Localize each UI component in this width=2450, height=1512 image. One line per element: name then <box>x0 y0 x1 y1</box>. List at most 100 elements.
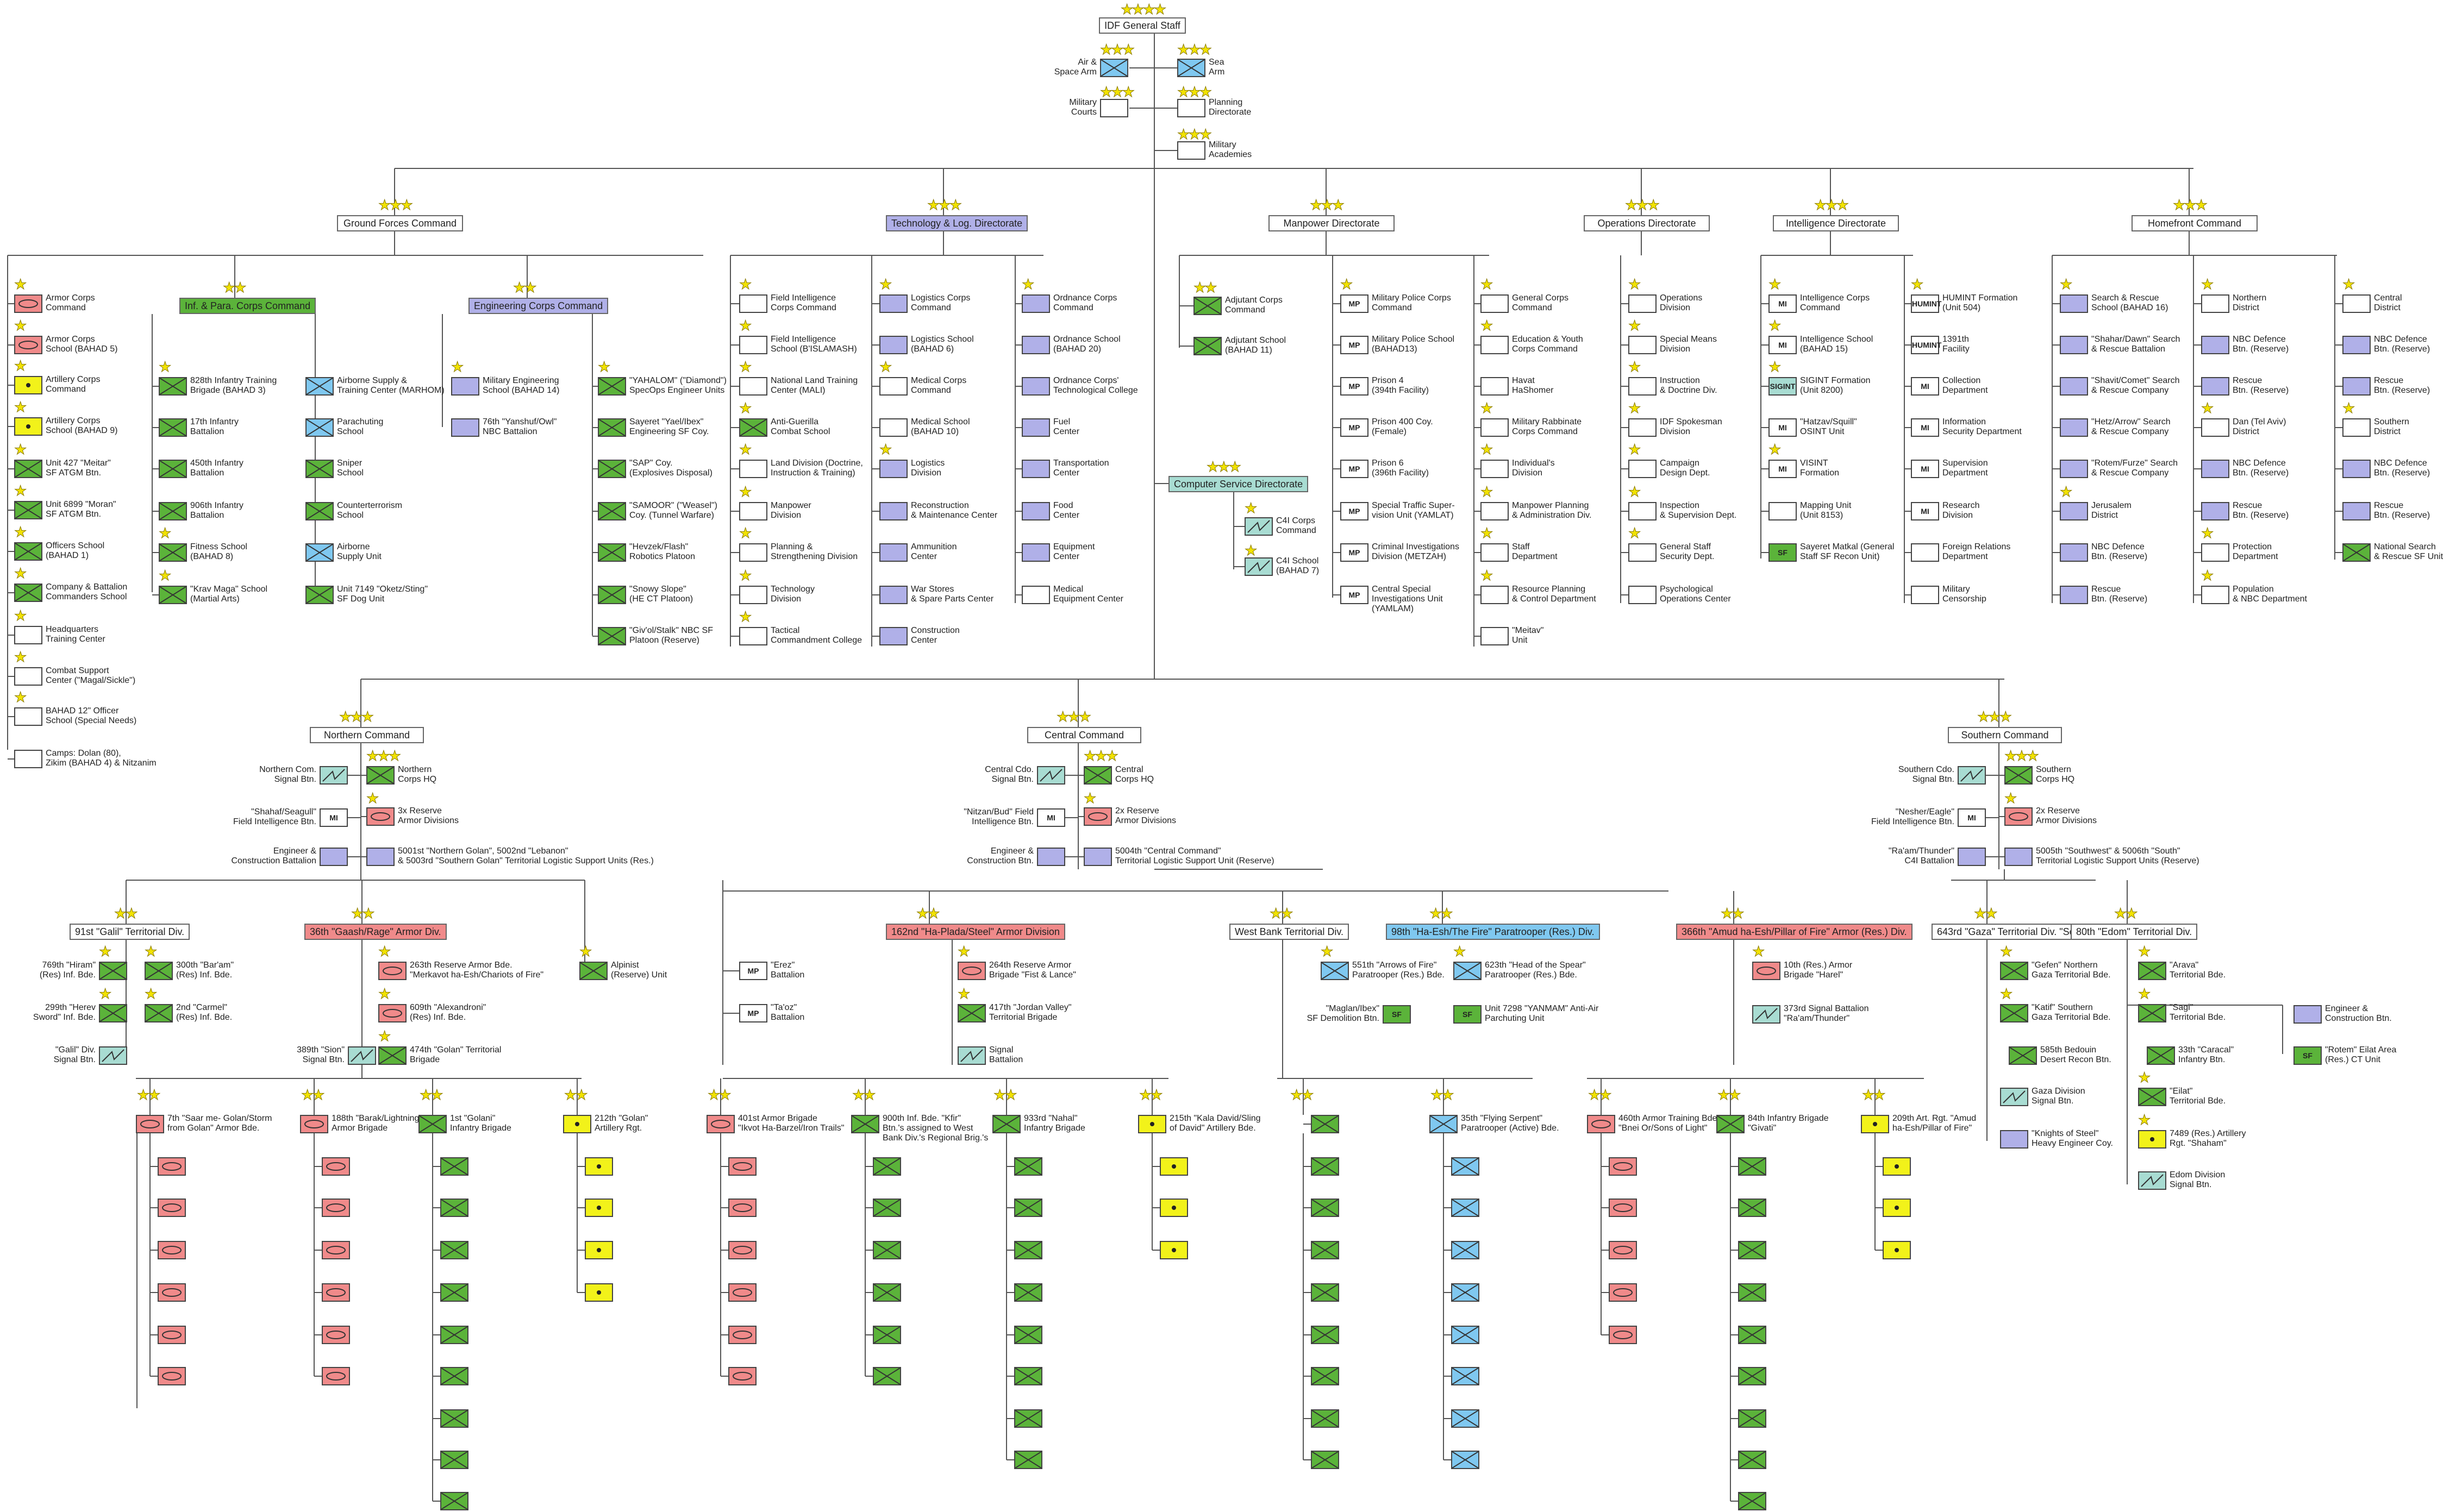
battalion-symbol-icon[interactable] <box>728 1157 757 1176</box>
battalion-symbol-icon[interactable] <box>1311 1283 1339 1302</box>
north-reserve-divisions-symbol-icon[interactable] <box>366 807 395 826</box>
bde-2-symbol-icon[interactable] <box>145 1004 173 1022</box>
north-field_intel-symbol-icon[interactable]: MI <box>320 808 348 827</box>
ordnance-school-symbol-icon[interactable] <box>1022 336 1050 354</box>
meitav-unit-symbol-icon[interactable] <box>1480 627 1509 645</box>
air-force-symbol-icon[interactable] <box>1100 59 1128 77</box>
technology-logistics-directorate[interactable]: Technology & Log. Directorate <box>886 215 1028 231</box>
collection-dept-symbol-icon[interactable]: MI <box>1911 377 1939 396</box>
intel-corps-symbol-icon[interactable]: MI <box>1768 294 1797 313</box>
btn-906-symbol-icon[interactable] <box>159 502 187 520</box>
intelligence-directorate[interactable]: Intelligence Directorate <box>1773 215 1899 231</box>
div-36[interactable]: 36th "Gaash/Rage" Armor Div. <box>304 924 447 940</box>
foreign-relations-symbol-icon[interactable] <box>1911 543 1939 562</box>
battalion-symbol-icon[interactable] <box>1014 1367 1042 1385</box>
bde-551-symbol-icon[interactable] <box>1321 962 1349 980</box>
field-intel-school-symbol-icon[interactable] <box>739 336 767 354</box>
battalion-symbol-icon[interactable] <box>158 1199 186 1217</box>
battalion-symbol-icon[interactable] <box>1311 1157 1339 1176</box>
ordnance-corps-symbol-icon[interactable] <box>1022 294 1050 313</box>
bde-933-symbol-icon[interactable] <box>992 1115 1021 1133</box>
inspection-dept-symbol-icon[interactable] <box>1628 502 1657 520</box>
battalion-symbol-icon[interactable] <box>1451 1199 1479 1217</box>
hevzek-platoon-symbol-icon[interactable] <box>598 543 626 562</box>
northern-nbc-symbol-icon[interactable] <box>2201 336 2229 354</box>
mapping-unit-symbol-icon[interactable] <box>1768 502 1797 520</box>
bahad12-school-symbol-icon[interactable] <box>14 707 42 726</box>
search-rescue-school-symbol-icon[interactable] <box>2060 294 2088 313</box>
battalion-symbol-icon[interactable] <box>585 1241 613 1259</box>
shahar-battalion-symbol-icon[interactable] <box>2060 336 2088 354</box>
battalion-symbol-icon[interactable] <box>1738 1367 1766 1385</box>
edom-signal-symbol-icon[interactable] <box>2138 1171 2166 1190</box>
c4i-corps-symbol-icon[interactable] <box>1245 517 1273 536</box>
krav-maga-school-symbol-icon[interactable] <box>159 586 187 604</box>
population-dept-symbol-icon[interactable] <box>2201 586 2229 604</box>
battalion-symbol-icon[interactable] <box>440 1409 468 1428</box>
research-division-symbol-icon[interactable]: MI <box>1911 502 1939 520</box>
battalion-symbol-icon[interactable] <box>585 1199 613 1217</box>
rotem-ct-unit-symbol-icon[interactable]: SF <box>2293 1046 2322 1065</box>
eng-construction-btn-symbol-icon[interactable] <box>2293 1005 2322 1024</box>
yahalom-symbol-icon[interactable] <box>598 377 626 396</box>
snowy-slope-symbol-icon[interactable] <box>598 586 626 604</box>
anti-guerilla-symbol-icon[interactable] <box>739 418 767 437</box>
battalion-symbol-icon[interactable] <box>322 1199 350 1217</box>
rotem-company-symbol-icon[interactable] <box>2060 460 2088 478</box>
staff-department-symbol-icon[interactable] <box>1480 543 1509 562</box>
information-security-symbol-icon[interactable]: MI <box>1911 418 1939 437</box>
battalion-symbol-icon[interactable] <box>158 1283 186 1302</box>
nbc-76-symbol-icon[interactable] <box>451 418 479 437</box>
battalion-symbol-icon[interactable] <box>1014 1451 1042 1469</box>
battalion-symbol-icon[interactable] <box>1738 1492 1766 1510</box>
national-search-rescue-symbol-icon[interactable] <box>2342 543 2371 562</box>
knights-of-steel-symbol-icon[interactable] <box>2000 1130 2028 1149</box>
taoz-battalion-symbol-icon[interactable]: MP <box>739 1004 767 1022</box>
commanders-school-symbol-icon[interactable] <box>14 584 42 602</box>
hatzav-osint-symbol-icon[interactable]: MI <box>1768 418 1797 437</box>
battalion-symbol-icon[interactable] <box>1609 1326 1637 1344</box>
bde-212-symbol-icon[interactable] <box>563 1115 591 1133</box>
tactical-college-symbol-icon[interactable] <box>739 627 767 645</box>
div-westbank[interactable]: West Bank Territorial Div. <box>1229 924 1349 940</box>
battalion-symbol-icon[interactable] <box>1738 1409 1766 1428</box>
southern-district-symbol-icon[interactable] <box>2342 418 2371 437</box>
battalion-symbol-icon[interactable] <box>1738 1326 1766 1344</box>
south-engineer-symbol-icon[interactable] <box>1958 848 1986 866</box>
bde-264-symbol-icon[interactable] <box>958 962 986 980</box>
samoor-coy-symbol-icon[interactable] <box>598 502 626 520</box>
computer-service-directorate[interactable]: Computer Service Directorate <box>1168 476 1309 492</box>
sion-signal-symbol-icon[interactable] <box>348 1046 376 1065</box>
bde-401-symbol-icon[interactable] <box>707 1115 735 1133</box>
katif-bde-symbol-icon[interactable] <box>2000 1004 2028 1022</box>
medical-corps-symbol-icon[interactable] <box>879 377 908 396</box>
battalion-symbol-icon[interactable] <box>1451 1409 1479 1428</box>
airborne-supply-symbol-icon[interactable] <box>305 543 334 562</box>
arava-bde-symbol-icon[interactable] <box>2138 962 2166 980</box>
battalion-symbol-icon[interactable] <box>322 1157 350 1176</box>
central-command-box[interactable]: Central Command <box>1027 727 1141 743</box>
battalion-symbol-icon[interactable] <box>1014 1241 1042 1259</box>
bde-300-symbol-icon[interactable] <box>145 962 173 980</box>
caracal-btn-symbol-icon[interactable] <box>2147 1046 2175 1065</box>
brigade-828-symbol-icon[interactable] <box>159 377 187 396</box>
bde-golani-symbol-icon[interactable] <box>418 1115 447 1133</box>
central-signal-symbol-icon[interactable] <box>1037 766 1065 785</box>
battalion-symbol-icon[interactable] <box>158 1367 186 1385</box>
bde-299-symbol-icon[interactable] <box>99 1004 127 1022</box>
censorship-symbol-icon[interactable] <box>1911 586 1939 604</box>
battalion-symbol-icon[interactable] <box>440 1451 468 1469</box>
northern-rescue-symbol-icon[interactable] <box>2201 377 2229 396</box>
unit-7149-symbol-icon[interactable] <box>305 586 334 604</box>
c4i-school-symbol-icon[interactable] <box>1245 557 1273 576</box>
humint-504-symbol-icon[interactable]: HUMINT <box>1911 294 1941 313</box>
maglan-unit-symbol-icon[interactable]: SF <box>1383 1005 1411 1024</box>
armor-school-symbol-icon[interactable] <box>14 336 42 354</box>
battalion-symbol-icon[interactable] <box>728 1283 757 1302</box>
transport-center-symbol-icon[interactable] <box>1022 460 1050 478</box>
bde-460-symbol-icon[interactable] <box>1587 1115 1615 1133</box>
div-80[interactable]: 80th "Edom" Territorial Div. <box>2071 924 2198 940</box>
unit-7298-symbol-icon[interactable]: SF <box>1453 1005 1482 1024</box>
technology-division-symbol-icon[interactable] <box>739 586 767 604</box>
education-corps-symbol-icon[interactable] <box>1480 336 1509 354</box>
